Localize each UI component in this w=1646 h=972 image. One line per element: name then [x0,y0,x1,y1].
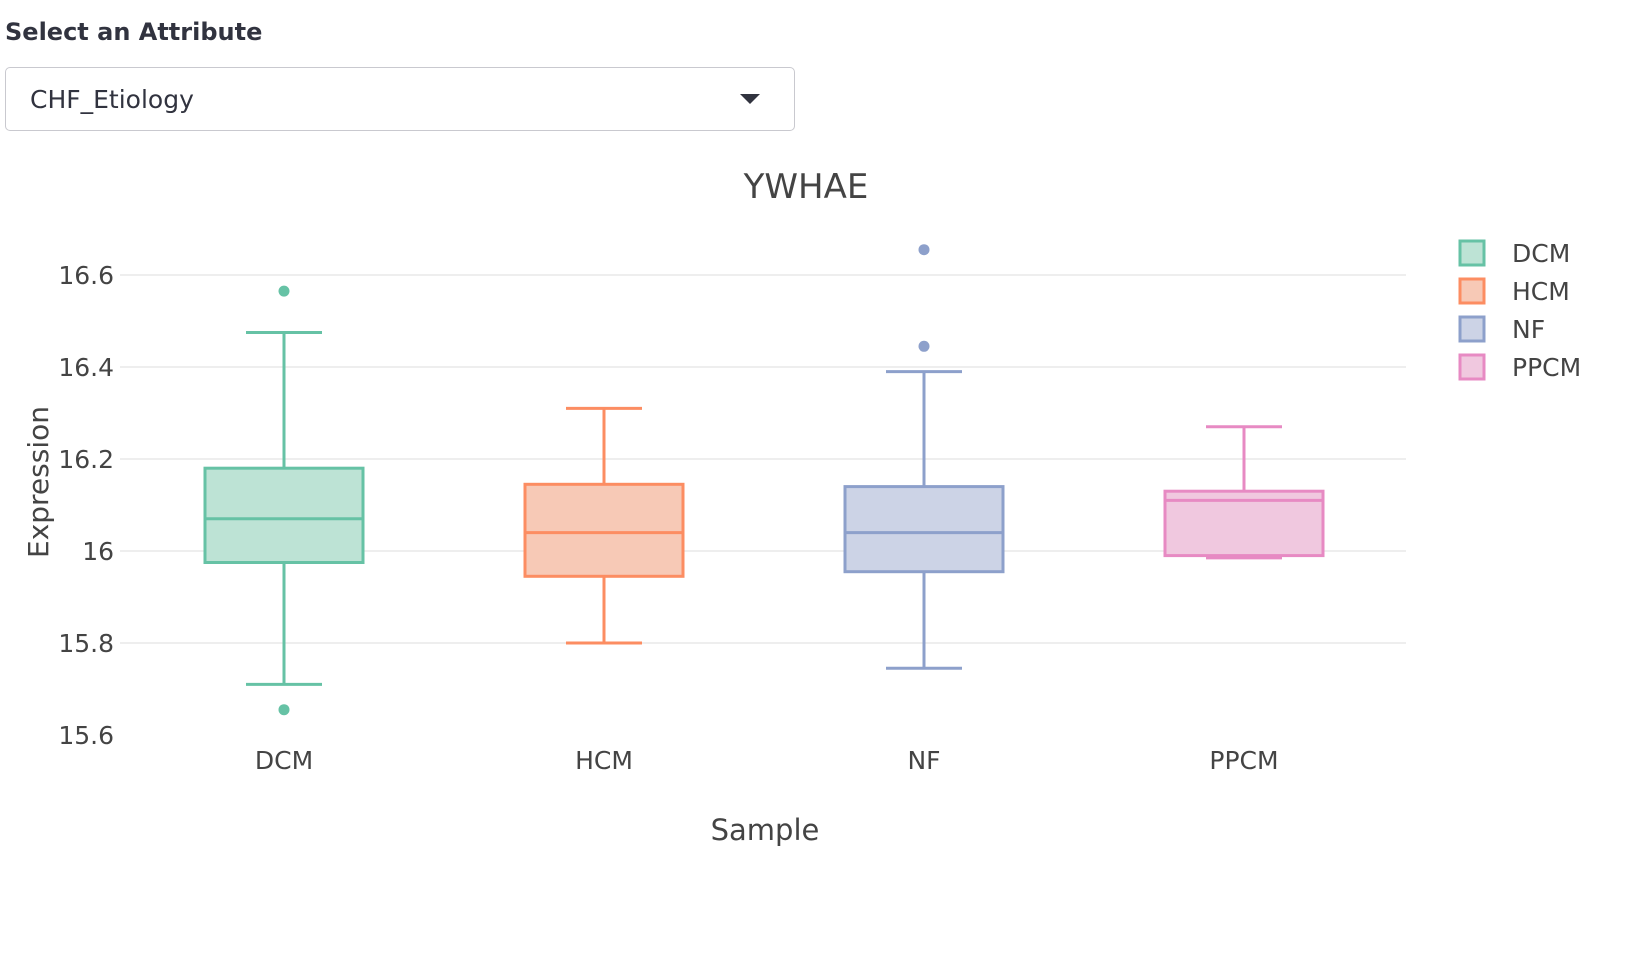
outlier-point [918,340,930,352]
box-nf [843,244,1005,670]
box-dcm [203,285,365,716]
box-iqr [523,482,685,578]
box-hcm [523,406,685,645]
y-tick-label: 16.2 [58,445,114,474]
y-tick-label: 16.6 [58,261,114,290]
y-tick-label: 15.6 [58,721,114,750]
x-tick-label: NF [907,746,940,775]
attribute-select[interactable]: CHF_Etiology [5,67,795,131]
legend-label: DCM [1512,239,1570,268]
x-tick-label: HCM [575,746,633,775]
outlier-point [278,704,290,716]
legend-swatch [1458,315,1486,343]
outlier-point [918,244,930,256]
box-iqr [1163,489,1325,558]
box-layer [203,244,1325,716]
chevron-down-icon[interactable] [740,94,760,104]
y-axis-title: Expression [22,406,55,558]
y-tick-label: 16 [82,537,114,566]
y-tick-label: 16.4 [58,353,114,382]
box-iqr [203,466,365,565]
outlier-point [278,285,290,297]
legend: DCM HCM NF PPCM [1458,239,1581,382]
attribute-select-value: CHF_Etiology [30,85,194,114]
box-ppcm [1163,425,1325,560]
x-axis-ticks: DCM HCM NF PPCM [255,746,1279,775]
legend-label: PPCM [1512,353,1581,382]
legend-swatch [1458,353,1486,381]
box-iqr [843,485,1005,574]
legend-swatch [1458,277,1486,305]
x-tick-label: DCM [255,746,313,775]
chart-title: YWHAE [743,167,869,207]
attribute-label: Select an Attribute [5,18,263,46]
legend-swatch [1458,239,1486,267]
x-axis-title: Sample [711,813,820,847]
legend-label: NF [1512,315,1545,344]
x-tick-label: PPCM [1209,746,1278,775]
y-axis-ticks: 15.6 15.8 16 16.2 16.4 16.6 [58,261,114,750]
grid [120,274,1406,644]
legend-label: HCM [1512,277,1570,306]
y-tick-label: 15.8 [58,629,114,658]
